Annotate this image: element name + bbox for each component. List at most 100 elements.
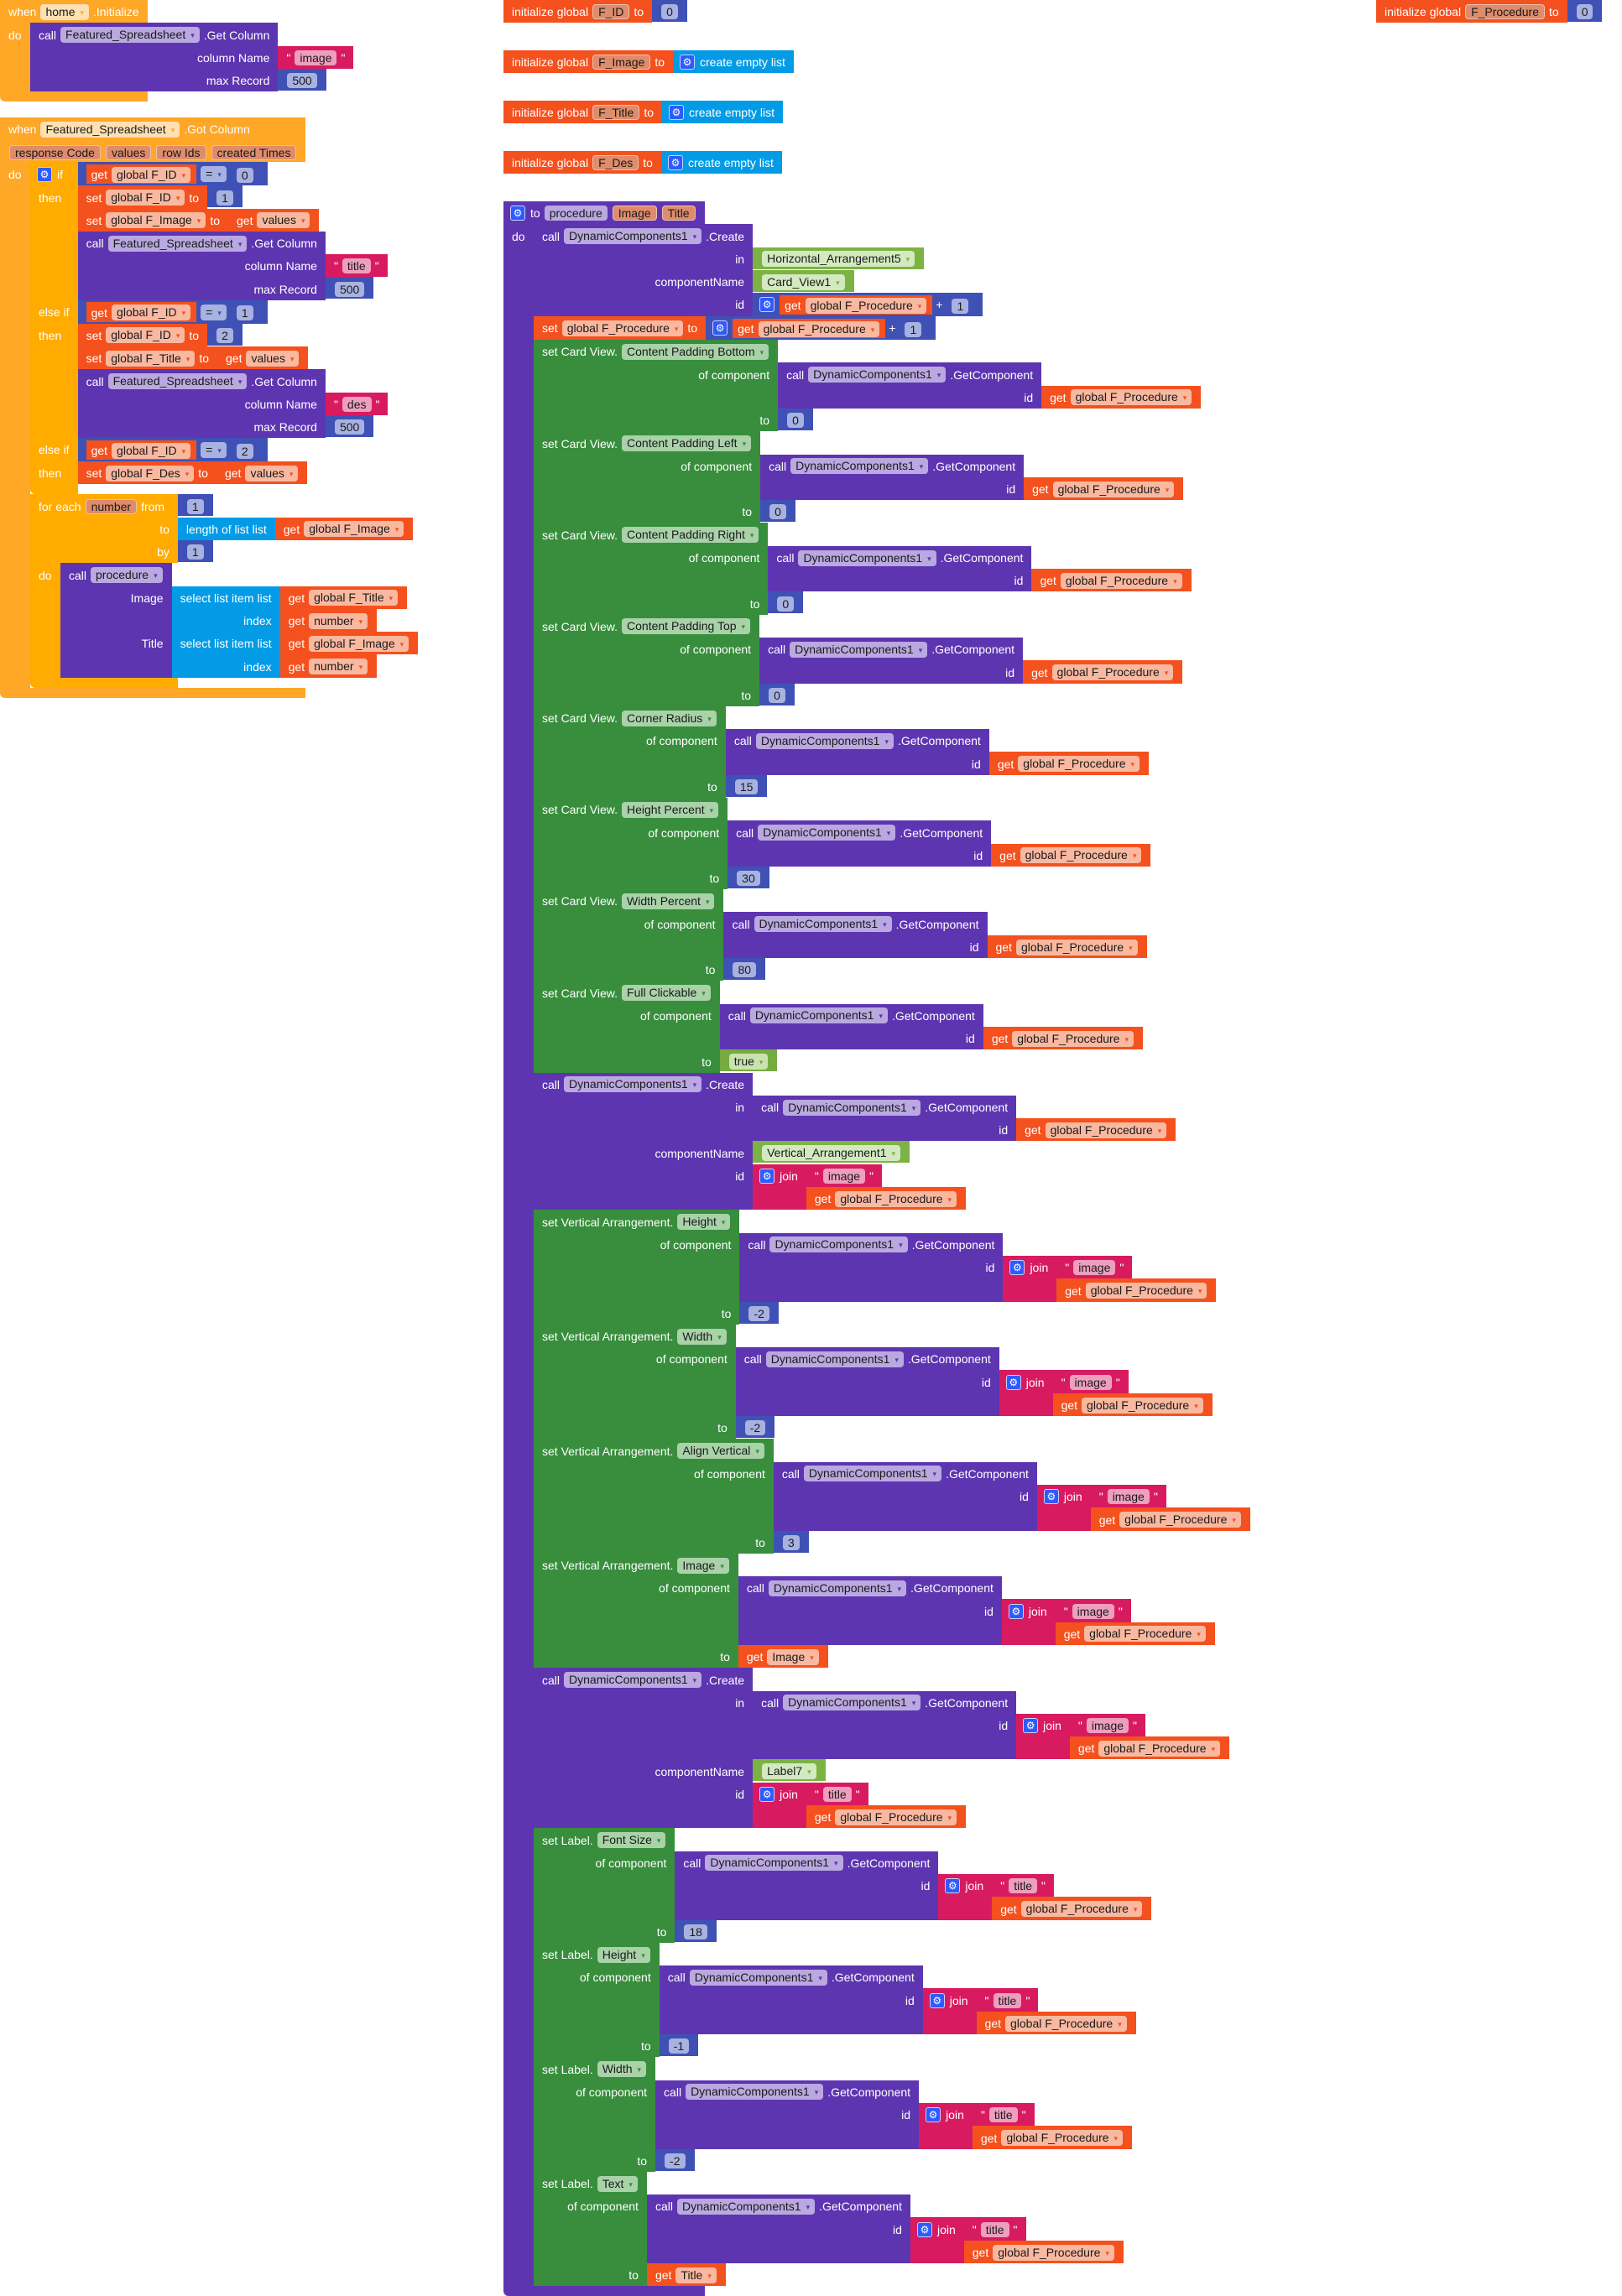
editable-field[interactable]: 500 <box>334 419 365 435</box>
property-setter-block[interactable]: set Label. Text of component callDynamicCom… <box>534 2171 1124 2287</box>
gear-icon[interactable] <box>37 166 52 182</box>
dropdown-field[interactable]: = <box>201 441 227 458</box>
dropdown-field[interactable]: = <box>201 166 227 183</box>
variable-block[interactable]: get global F_Procedure <box>1056 1278 1217 1302</box>
editable-field[interactable]: 2 <box>216 327 233 343</box>
component-method-block[interactable]: callDynamicComponents1.GetComponentidget… <box>719 1003 1143 1050</box>
dropdown-field[interactable]: global F_ID <box>106 327 185 344</box>
dropdown-field[interactable]: DynamicComponents1 <box>749 1007 888 1024</box>
editable-field[interactable]: 1 <box>905 321 922 337</box>
list-block[interactable]: create empty list <box>660 151 782 174</box>
math-block[interactable]: 1 <box>230 303 259 322</box>
editable-field[interactable]: 500 <box>334 281 365 297</box>
dropdown-field[interactable]: Width Percent <box>622 893 715 909</box>
variable-block[interactable]: get values <box>228 208 320 232</box>
dropdown-field[interactable]: global F_Procedure <box>1085 1283 1207 1299</box>
dropdown-field[interactable]: global F_Procedure <box>993 2244 1114 2261</box>
dropdown-field[interactable]: number <box>309 612 368 629</box>
component-method-block[interactable]: callDynamicComponents1.CreateincallDynam… <box>534 1668 1230 1829</box>
procedure-block[interactable]: callprocedureImageselect list itemlistge… <box>60 563 419 678</box>
dropdown-field[interactable]: Content Padding Top <box>622 618 751 635</box>
math-block[interactable]: 500 <box>325 277 374 299</box>
editable-field[interactable]: 15 <box>734 779 759 794</box>
dropdown-field[interactable]: global F_Procedure <box>1051 664 1174 681</box>
variable-block[interactable]: get global F_Procedure <box>1023 660 1183 684</box>
math-block[interactable]: 1 <box>899 319 928 338</box>
dropdown-field[interactable]: true <box>728 1054 769 1070</box>
dropdown-field[interactable]: global F_Procedure <box>1012 1030 1134 1047</box>
editable-field[interactable]: 1 <box>186 498 204 514</box>
text-block[interactable]: " image " <box>278 45 354 69</box>
dropdown-field[interactable]: global F_Procedure <box>561 320 684 336</box>
variable-block[interactable]: initialize global F_Procedure to 0 <box>1376 0 1603 23</box>
variable-block[interactable]: get number <box>279 654 378 678</box>
dropdown-field[interactable]: Image <box>767 1648 819 1665</box>
dropdown-field[interactable]: DynamicComponents1 <box>758 825 896 841</box>
dropdown-field[interactable]: global F_Procedure <box>1119 1512 1241 1528</box>
variable-block[interactable]: get global F_Image <box>279 632 419 655</box>
variable-block[interactable]: get global F_Procedure <box>963 2240 1124 2263</box>
math-block[interactable]: 1 <box>177 494 213 517</box>
editable-field[interactable]: 0 <box>787 413 804 429</box>
dropdown-field[interactable]: DynamicComponents1 <box>564 228 702 245</box>
component-method-block[interactable]: callDynamicComponents1.CreateincallDynam… <box>534 1072 1176 1210</box>
variable-block[interactable]: get Title <box>646 2263 726 2287</box>
editable-field[interactable]: 0 <box>236 167 253 183</box>
component-method-block[interactable]: callDynamicComponents1.GetComponentidget… <box>778 362 1202 409</box>
control-block[interactable]: for each number from 1 to length of list list g… <box>30 494 419 688</box>
editable-field[interactable]: des <box>342 396 372 412</box>
dropdown-field[interactable]: global F_Procedure <box>1020 847 1142 864</box>
dropdown-field[interactable]: DynamicComponents1 <box>803 1466 942 1482</box>
variable-block[interactable]: initialize global F_ID to 0 <box>503 0 687 23</box>
math-block[interactable]: get global F_Procedure +1 <box>753 293 983 317</box>
variable-block[interactable]: get global F_Procedure <box>1041 385 1202 409</box>
editable-field[interactable]: procedure <box>544 206 608 221</box>
dropdown-field[interactable]: DynamicComponents1 <box>686 2084 824 2101</box>
variable-block[interactable]: get Image <box>738 1644 828 1669</box>
math-block[interactable]: 2 <box>230 440 259 460</box>
logic-block[interactable]: true <box>719 1049 778 1072</box>
math-block[interactable]: 0 <box>230 164 259 184</box>
text-block[interactable]: " image " <box>1055 1599 1131 1622</box>
dropdown-field[interactable]: Content Padding Right <box>622 527 759 544</box>
dropdown-field[interactable]: DynamicComponents1 <box>798 549 936 566</box>
editable-field[interactable]: 1 <box>236 305 253 321</box>
math-block[interactable]: 30 <box>728 866 769 888</box>
dropdown-field[interactable]: global F_Image <box>304 521 404 538</box>
dropdown-field[interactable]: Font Size <box>597 1832 666 1849</box>
editable-field[interactable]: 1 <box>952 298 969 314</box>
variable-block[interactable]: get global F_Procedure <box>733 318 886 339</box>
gear-icon[interactable] <box>712 320 728 336</box>
gear-icon[interactable] <box>916 2221 932 2237</box>
math-block[interactable]: 0 <box>778 408 813 430</box>
component-method-block[interactable]: callDynamicComponents1.GetComponentidget… <box>725 729 1150 775</box>
property-setter-block[interactable]: set Vertical Arrangement.Align Vertical o… <box>534 1439 1250 1554</box>
editable-field[interactable]: image <box>1107 1489 1150 1505</box>
variable-block[interactable]: get global F_Procedure <box>983 1026 1143 1050</box>
variable-block[interactable]: get global F_Procedure <box>1090 1507 1250 1531</box>
text-block[interactable]: " title " <box>976 1988 1039 2012</box>
editable-field[interactable]: 0 <box>1576 4 1593 20</box>
variable-block[interactable]: get global F_Image <box>274 517 414 540</box>
component-method-block[interactable]: callDynamicComponents1.GetComponentidjoi… <box>655 2080 1133 2149</box>
dropdown-field[interactable]: global F_ID <box>112 442 191 459</box>
text-block[interactable]: " image " <box>1090 1484 1166 1508</box>
dropdown-field[interactable]: DynamicComponents1 <box>765 1351 904 1367</box>
component-method-block[interactable]: callDynamicComponents1.GetComponentidget… <box>768 545 1192 592</box>
gear-icon[interactable] <box>759 1169 775 1184</box>
dropdown-field[interactable]: global F_ID <box>112 166 191 183</box>
dropdown-field[interactable]: Featured_Spreadsheet <box>40 121 180 138</box>
component-method-block[interactable]: callDynamicComponents1.GetComponentidjoi… <box>675 1851 1152 1920</box>
component-method-block[interactable]: callDynamicComponents1.GetComponentidjoi… <box>739 1232 1217 1302</box>
editable-field[interactable]: 0 <box>769 687 785 703</box>
